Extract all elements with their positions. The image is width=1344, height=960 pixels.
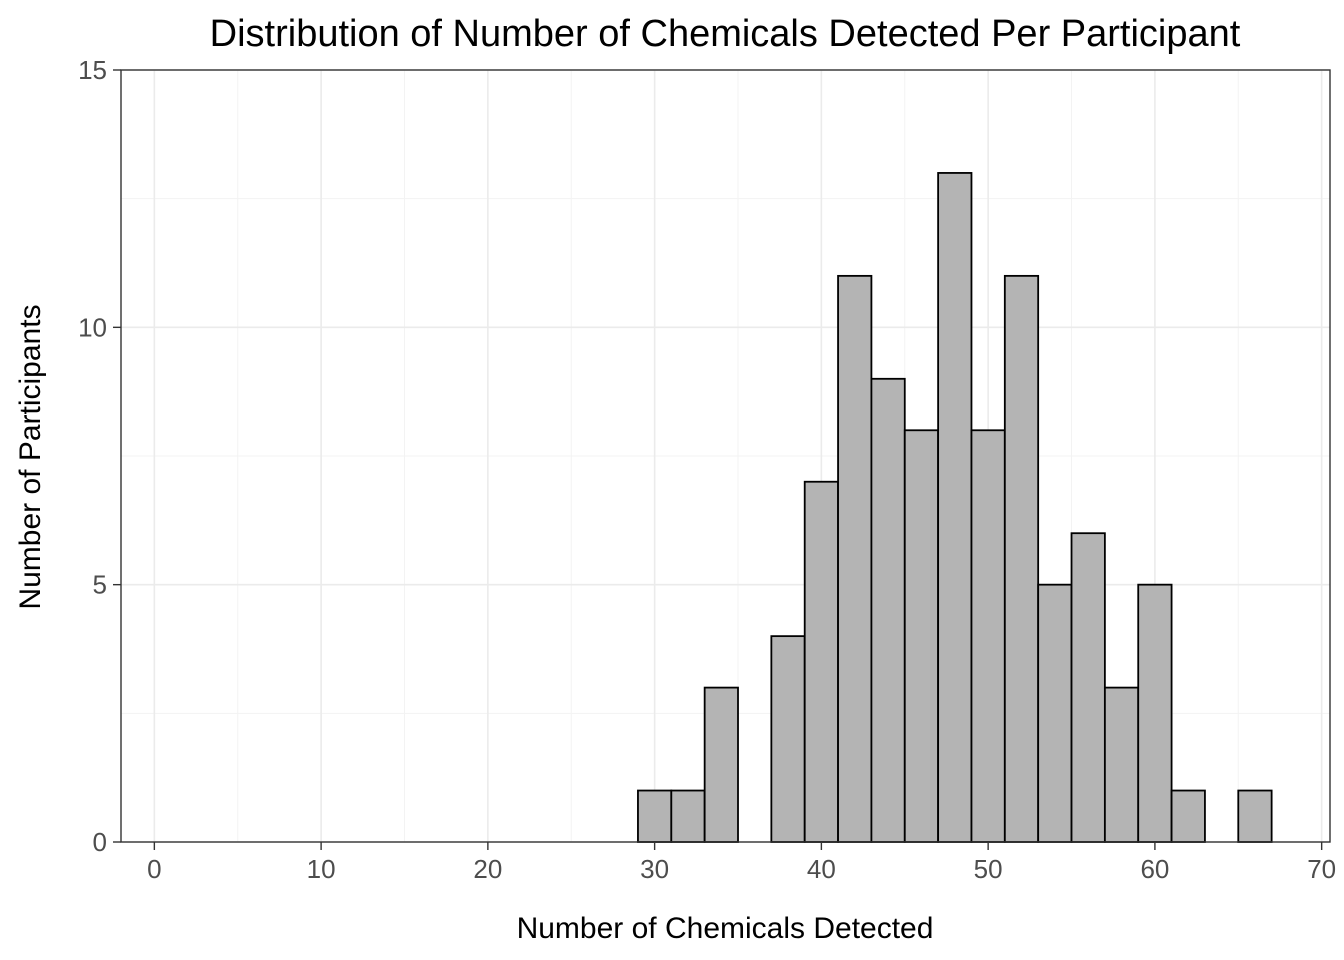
- x-tick-label: 50: [974, 854, 1003, 884]
- histogram-bar: [870, 377, 906, 843]
- histogram-bar: [1170, 789, 1206, 843]
- y-tick-label: 5: [93, 570, 107, 600]
- y-tick-label: 10: [78, 312, 107, 342]
- histogram-bars: [637, 172, 1273, 843]
- histogram-bar: [1137, 583, 1173, 843]
- histogram-bar: [1237, 789, 1273, 843]
- chart-title: Distribution of Number of Chemicals Dete…: [210, 13, 1241, 55]
- y-tick-label: 15: [78, 55, 107, 85]
- y-tick-label: 0: [93, 827, 107, 857]
- histogram-bar: [970, 429, 1006, 843]
- axes: 0 10 20 30 40 50 60 70 0 5 10 15: [78, 55, 1336, 884]
- x-tick-label: 20: [473, 854, 502, 884]
- histogram-bar: [903, 429, 940, 843]
- x-tick-label: 40: [807, 854, 836, 884]
- x-tick-label: 0: [147, 854, 161, 884]
- histogram-bar: [1037, 583, 1073, 843]
- histogram-bar: [703, 686, 739, 843]
- histogram-bar: [770, 635, 806, 843]
- y-axis-label: Number of Participants: [14, 304, 47, 609]
- histogram-bar: [937, 172, 973, 843]
- histogram-bar: [1070, 532, 1106, 843]
- histogram-bar: [1003, 274, 1040, 843]
- panel-border: [120, 69, 1331, 843]
- histogram-bar: [1103, 686, 1140, 843]
- x-tick-label: 70: [1307, 854, 1336, 884]
- x-tick-label: 30: [640, 854, 669, 884]
- histogram-bar: [637, 789, 673, 843]
- histogram-bar: [670, 789, 706, 843]
- x-tick-label: 10: [307, 854, 336, 884]
- histogram-bar: [837, 274, 873, 843]
- histogram-bar: [803, 480, 839, 843]
- x-tick-label: 60: [1140, 854, 1169, 884]
- x-axis-label: Number of Chemicals Detected: [517, 912, 934, 945]
